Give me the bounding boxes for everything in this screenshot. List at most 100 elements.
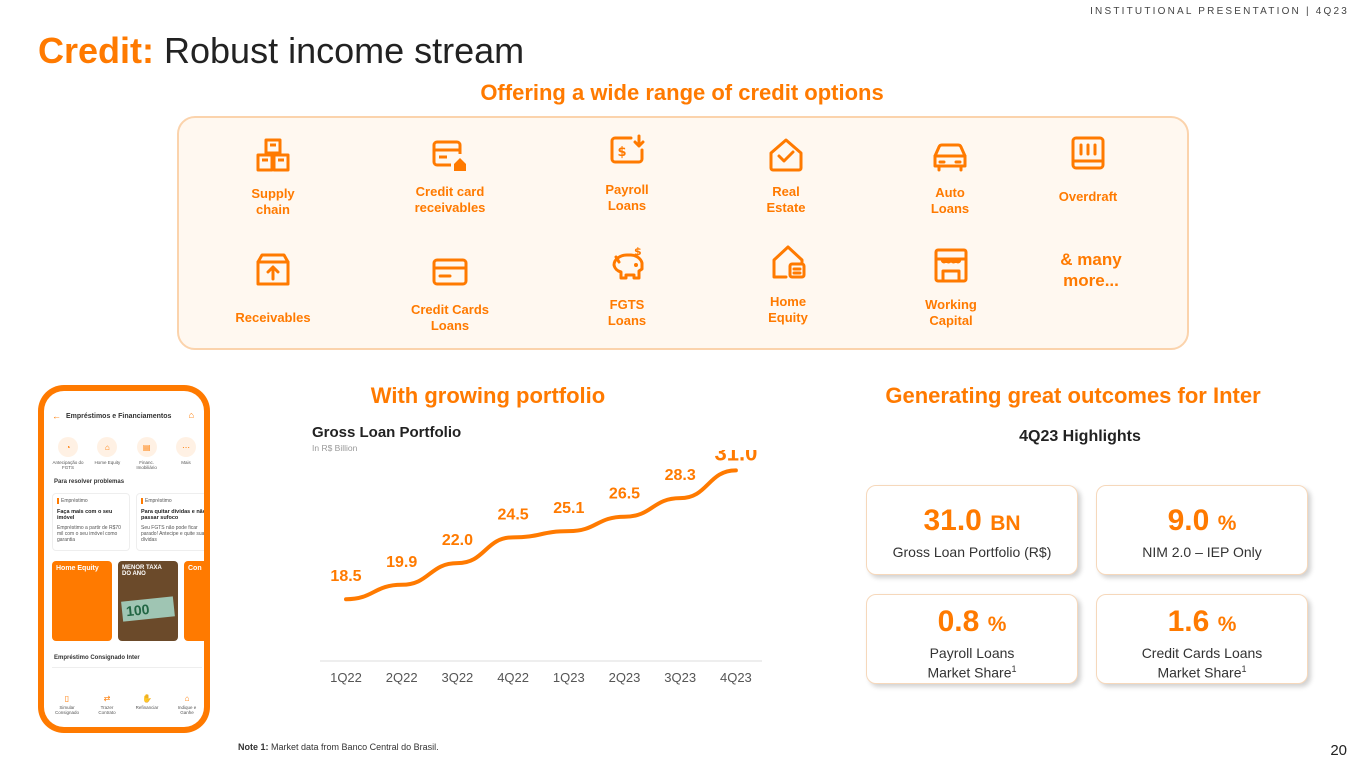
offering-working-capital: Working Capital: [876, 246, 1026, 329]
offering-overdraft: Overdraft: [1013, 134, 1163, 205]
kpi-gross-loan: 31.0 BN Gross Loan Portfolio (R$): [866, 485, 1078, 575]
x-tick-label: 4Q22: [497, 670, 529, 685]
offering-auto-loans: Auto Loans: [875, 136, 1025, 217]
building-icon: ▤: [136, 437, 157, 457]
shortcut: ▤ Financ. Imobiliário: [131, 437, 163, 470]
offering-receivables: Receivables: [198, 250, 348, 326]
data-label: 25.1: [553, 500, 584, 517]
action: ⇄ Trazer Contrato: [92, 694, 122, 715]
gross-loan-chart: 18.5 1Q22 19.9 2Q22 22.0 3Q22 24.5 4Q22 25.1 1Q23…: [320, 450, 762, 685]
kpi-payroll-share: 0.8 % Payroll Loans Market Share1: [866, 594, 1078, 684]
offering-supply-chain: Supply chain: [198, 136, 348, 218]
chart-subtitle: In R$ Billion: [312, 443, 358, 453]
offering-home-equity: Home Equity: [713, 242, 863, 326]
phone-section-title: Para resolver problemas: [54, 479, 125, 485]
more-icon: ⋯: [175, 437, 196, 457]
fgts-icon: ◔: [58, 437, 78, 457]
kpi-unit: %: [987, 613, 1007, 636]
action: ✋ Refinanciar: [132, 694, 162, 715]
offering-label: FGTS Loans: [607, 297, 647, 328]
data-label: 22.0: [442, 532, 473, 549]
action: ▯ Simular Consignado: [52, 694, 82, 715]
kpi-unit: %: [1217, 512, 1237, 535]
phone-header: Empréstimos e Financiamentos: [66, 413, 172, 420]
footnote-ref: 1: [1011, 664, 1017, 674]
promo-card: MENOR TAXA DO ANO 100: [118, 561, 178, 641]
series-line: [344, 468, 738, 602]
offering-credit-card-receivables: Credit card receivables: [375, 136, 525, 216]
x-tick-label: 2Q22: [386, 670, 418, 685]
kpi-nim: 9.0 % NIM 2.0 – IEP Only: [1096, 485, 1308, 575]
phone-shortcuts: ◔ Antecipação do FGTS ⌂ Home Equity ▤ Finan…: [52, 437, 202, 470]
title-text: Robust income stream: [154, 30, 525, 71]
payroll-icon: $: [610, 134, 645, 164]
x-tick-label: 3Q22: [441, 670, 473, 685]
data-label: 18.5: [330, 568, 361, 585]
piggy-bank-icon: $: [612, 245, 644, 280]
data-label: 26.5: [609, 486, 640, 503]
phone-actions: ▯ Simular Consignado ⇄ Trazer Contrato ✋ Re…: [52, 694, 202, 715]
offering-label: Home Equity: [768, 294, 808, 325]
data-label: 31.0: [714, 450, 757, 465]
footnote-ref: 1: [1241, 664, 1247, 674]
receivables-icon: [256, 253, 290, 286]
kpi-value: 0.8: [937, 605, 980, 638]
x-tick-label: 1Q22: [330, 670, 362, 685]
promo-card: Home Equity: [52, 561, 112, 641]
highlights-title: 4Q23 Highlights: [1019, 428, 1141, 445]
phone-card: Empréstimo Para quitar dívidas e não pas…: [136, 493, 204, 551]
presentation-tag: INSTITUTIONAL PRESENTATION | 4Q23: [1090, 6, 1349, 17]
offering-payroll-loans: $ Payroll Loans: [552, 132, 702, 214]
page-number: 20: [1330, 742, 1347, 759]
shortcut: ⌂ Home Equity: [91, 437, 123, 470]
transfer-icon: ⇄: [103, 694, 111, 703]
house-icon: ⌂: [97, 437, 118, 457]
kpi-value: 1.6: [1167, 605, 1210, 638]
shortcut: ⋯ Mais: [170, 437, 202, 470]
phone-icon: ▯: [64, 694, 70, 703]
home-equity-icon: [772, 245, 806, 279]
many-more-text: & many more...: [1060, 250, 1122, 290]
offering-label: Supply chain: [251, 186, 295, 217]
x-tick-label: 4Q23: [720, 670, 752, 685]
phone-card: Empréstimo Faça mais com o seu imóvel Em…: [52, 493, 130, 551]
footnote: Note 1: Market data from Banco Central d…: [238, 742, 439, 752]
offerings-heading: Offering a wide range of credit options: [480, 80, 884, 105]
title-accent: Credit:: [38, 30, 154, 71]
offering-label: Payroll Loans: [605, 182, 649, 213]
kpi-unit: %: [1217, 613, 1237, 636]
overdraft-icon: [1071, 136, 1105, 170]
outcomes-heading: Generating great outcomes for Inter: [885, 383, 1261, 408]
offering-label: Real Estate: [766, 184, 806, 215]
kpi-label: Payroll Loans: [929, 645, 1015, 661]
phone-screen: ← Empréstimos e Financiamentos ⌂ ◔ Anteci…: [44, 391, 204, 727]
kpi-label-2: Market Share: [927, 664, 1012, 681]
kpi-value: 9.0: [1167, 504, 1210, 537]
kpi-unit: BN: [990, 512, 1021, 535]
offering-label: Credit Cards Loans: [410, 302, 490, 333]
kpi-value: 31.0: [923, 504, 982, 537]
kpi-label: Credit Cards Loans: [1141, 645, 1263, 661]
offering-real-estate: Real Estate: [711, 135, 861, 216]
offering-fgts-loans: $ FGTS Loans: [552, 245, 702, 329]
offering-label: Receivables: [235, 310, 311, 325]
x-tick-label: 3Q23: [664, 670, 696, 685]
divider: [52, 667, 202, 668]
kpi-credit-card-share: 1.6 % Credit Cards Loans Market Share1: [1096, 594, 1308, 684]
store-icon: [934, 248, 968, 283]
shortcut: ◔ Antecipação do FGTS: [52, 437, 84, 470]
data-label: 24.5: [498, 506, 529, 523]
offering-label: Working Capital: [925, 297, 977, 328]
promo-card: Con: [184, 561, 204, 641]
credit-options-panel: [177, 116, 1189, 350]
svg-text:$: $: [634, 245, 642, 258]
x-tick-label: 1Q23: [553, 670, 585, 685]
credit-card-receivables-icon: [432, 140, 466, 171]
portfolio-heading: With growing portfolio: [370, 383, 606, 408]
x-tick-label: 2Q23: [609, 670, 641, 685]
offering-label: Overdraft: [1058, 189, 1118, 204]
supply-chain-icon: [256, 138, 290, 172]
home-icon: ⌂: [188, 410, 194, 420]
kpi-label: NIM 2.0 – IEP Only: [1142, 544, 1262, 560]
phone-mockup: ← Empréstimos e Financiamentos ⌂ ◔ Anteci…: [38, 385, 210, 733]
